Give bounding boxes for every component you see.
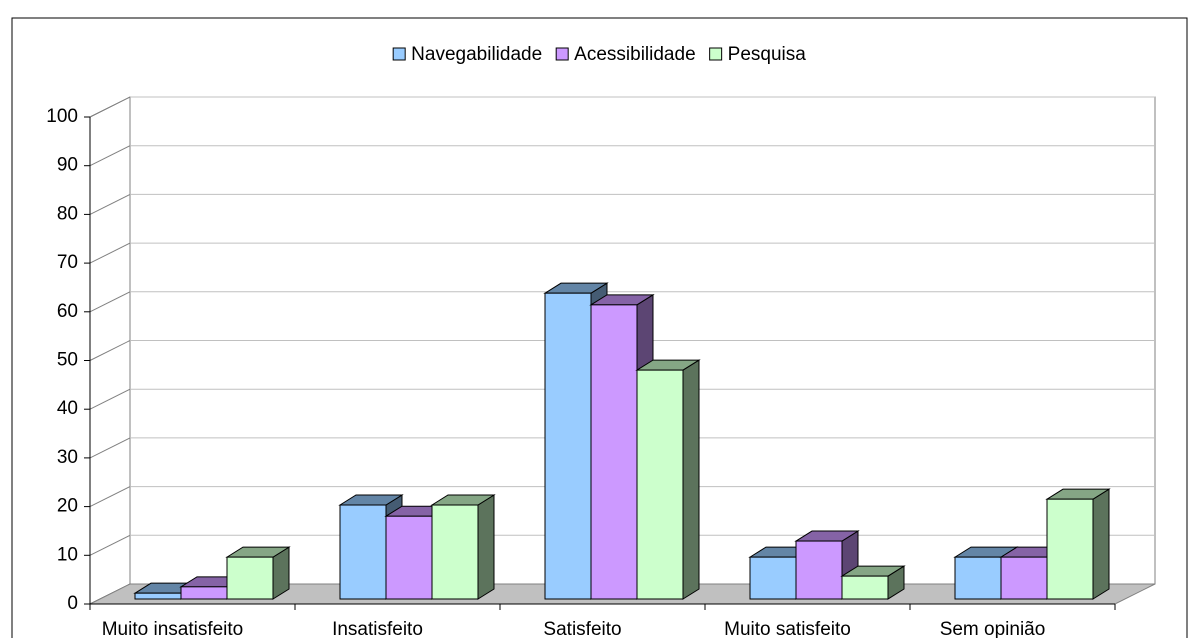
y-tick-label: 20 xyxy=(57,496,78,517)
x-tick-label: Insatisfeito xyxy=(332,619,423,638)
bar xyxy=(544,292,592,600)
bar xyxy=(841,575,889,600)
x-tick-label: Muito insatisfeito xyxy=(102,619,244,638)
bar xyxy=(385,515,433,600)
x-tick-label: Sem opinião xyxy=(940,619,1046,638)
legend-swatch xyxy=(392,47,406,61)
x-tick-label: Satisfeito xyxy=(543,619,621,638)
x-tick-label: Muito satisfeito xyxy=(724,619,851,638)
bar-side xyxy=(1092,488,1110,600)
bar-side xyxy=(682,359,700,600)
y-tick-label: 50 xyxy=(57,350,78,371)
grid-line-side xyxy=(89,437,131,459)
bar xyxy=(1000,556,1048,600)
bar xyxy=(1046,498,1094,600)
grid-line-side xyxy=(89,534,131,556)
bar xyxy=(749,556,797,600)
bar xyxy=(431,504,479,600)
grid-line-side xyxy=(89,340,131,361)
grid-line-side xyxy=(89,96,131,118)
grid-line-side xyxy=(89,193,131,215)
bar xyxy=(954,556,1002,600)
y-tick-label: 40 xyxy=(57,398,78,419)
legend-swatch xyxy=(555,47,569,61)
bar xyxy=(590,304,638,600)
grid-line-side xyxy=(89,242,131,264)
y-tick-label: 0 xyxy=(67,593,78,614)
y-tick-label: 90 xyxy=(57,155,78,176)
bar xyxy=(134,592,182,600)
bar xyxy=(226,556,274,600)
bar xyxy=(339,504,387,600)
y-tick-label: 60 xyxy=(57,301,78,322)
grid-line-side xyxy=(89,291,131,313)
grid-line-side xyxy=(89,388,131,410)
bar xyxy=(636,369,684,600)
y-tick-label: 30 xyxy=(57,447,78,468)
legend-label: Pesquisa xyxy=(728,44,807,65)
legend-label: Acessibilidade xyxy=(574,44,695,65)
grid-line-side xyxy=(89,145,131,167)
legend-swatch xyxy=(709,47,723,61)
bar-side xyxy=(477,494,495,600)
y-tick-label: 100 xyxy=(46,106,78,127)
grid-line-side xyxy=(89,486,131,508)
y-tick-label: 80 xyxy=(57,203,78,224)
y-tick-label: 10 xyxy=(57,544,78,565)
bar xyxy=(795,540,843,600)
bar xyxy=(180,586,228,600)
legend-label: Navegabilidade xyxy=(411,44,542,65)
y-tick-label: 70 xyxy=(57,252,78,273)
